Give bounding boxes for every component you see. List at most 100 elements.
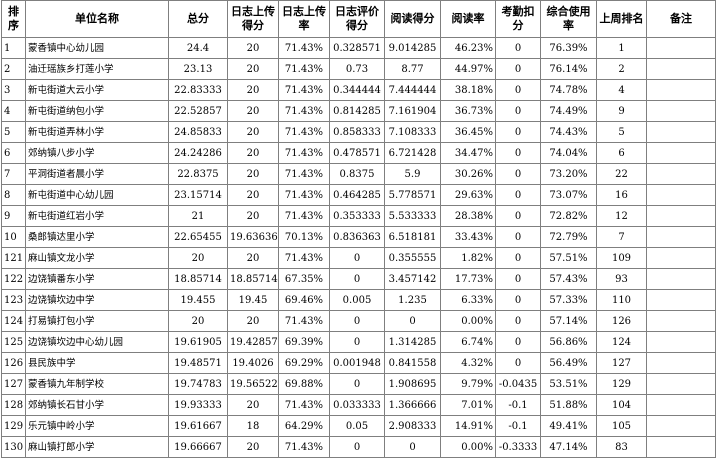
table-row: 5 新屯街道弄林小学 24.85833 20 71.43% 0.858333 7.10833… [1,121,716,143]
table-row: 9 新屯街道红岩小学 21 20 71.43% 0.353333 5.533333 28.38… [1,205,716,227]
cell-remarks [646,79,716,101]
cell-reading-rate: 14.91% [440,415,496,437]
cell-log-upload-rate: 69.46% [278,289,330,311]
cell-overall-usage-rate: 57.33% [540,289,597,311]
cell-log-review-score: 0.328571 [329,37,385,59]
cell-log-upload-score: 20 [227,142,279,164]
cell-attendance-deduction: -0.3333 [495,436,541,458]
cell-total-score: 19.66667 [168,436,228,458]
cell-log-upload-rate: 71.43% [278,100,330,122]
cell-reading-score: 7.108333 [384,121,441,143]
cell-log-upload-rate: 64.29% [278,415,330,437]
cell-log-upload-rate: 71.43% [278,394,330,416]
cell-log-review-score: 0.05 [329,415,385,437]
header-cell-last-week-rank: 上周排名 [596,0,647,38]
cell-reading-rate: 36.45% [440,121,496,143]
cell-unit-name: 新屯街道弄林小学 [25,121,169,143]
cell-reading-score: 2.908333 [384,415,441,437]
cell-last-week-rank: 4 [596,79,647,101]
cell-last-week-rank: 12 [596,205,647,227]
cell-log-upload-score: 20 [227,184,279,206]
cell-log-review-score: 0.73 [329,58,385,80]
cell-log-upload-score: 20 [227,121,279,143]
cell-log-review-score: 0.005 [329,289,385,311]
cell-attendance-deduction: 0 [495,121,541,143]
cell-rank: 1 [1,37,26,59]
cell-rank: 5 [1,121,26,143]
cell-unit-name: 麻山镇文龙小学 [25,247,169,269]
cell-log-upload-rate: 67.35% [278,268,330,290]
cell-log-upload-score: 19.45 [227,289,279,311]
cell-reading-score: 9.014285 [384,37,441,59]
cell-remarks [646,289,716,311]
cell-reading-score: 6.518181 [384,226,441,248]
cell-total-score: 22.8375 [168,163,228,185]
cell-attendance-deduction: 0 [495,310,541,332]
cell-reading-rate: 30.26% [440,163,496,185]
cell-rank: 124 [1,310,26,332]
cell-overall-usage-rate: 73.20% [540,163,597,185]
table-row: 8 新屯街道中心幼儿园 23.15714 20 71.43% 0.464285 5.7785… [1,184,716,206]
cell-reading-rate: 17.73% [440,268,496,290]
cell-overall-usage-rate: 56.49% [540,352,597,374]
cell-reading-score: 3.457142 [384,268,441,290]
cell-total-score: 22.65455 [168,226,228,248]
cell-log-upload-rate: 71.43% [278,58,330,80]
header-cell-log-review-score: 日志评价得分 [329,0,385,38]
cell-reading-rate: 7.01% [440,394,496,416]
header-cell-rank: 排序 [1,0,26,38]
cell-remarks [646,58,716,80]
table-row: 2 油迁瑶族乡打莲小学 23.13 20 71.43% 0.73 8.77 44.97% 0 76… [1,58,716,80]
cell-log-upload-rate: 69.88% [278,373,330,395]
cell-log-upload-score: 20 [227,163,279,185]
cell-reading-score: 0 [384,310,441,332]
cell-remarks [646,373,716,395]
cell-rank: 6 [1,142,26,164]
cell-rank: 3 [1,79,26,101]
cell-unit-name: 县民族中学 [25,352,169,374]
cell-log-upload-rate: 71.43% [278,310,330,332]
cell-log-upload-score: 20 [227,79,279,101]
cell-reading-score: 7.444444 [384,79,441,101]
cell-last-week-rank: 7 [596,226,647,248]
header-cell-remarks: 备注 [646,0,716,38]
cell-remarks [646,331,716,353]
table-row: 124 打易镇打包小学 20 20 71.43% 0 0 0.00% 0 57.14% 126 [1,310,716,332]
cell-remarks [646,37,716,59]
cell-log-upload-score: 19.63636 [227,226,279,248]
cell-log-upload-rate: 71.43% [278,247,330,269]
cell-unit-name: 打易镇打包小学 [25,310,169,332]
cell-overall-usage-rate: 76.39% [540,37,597,59]
cell-reading-score: 1.314285 [384,331,441,353]
cell-rank: 8 [1,184,26,206]
cell-attendance-deduction: -0.1 [495,415,541,437]
cell-attendance-deduction: -0.0435 [495,373,541,395]
cell-log-review-score: 0.353333 [329,205,385,227]
table-body: 1 蒙香镇中心幼儿园 24.4 20 71.43% 0.328571 9.014285 46.… [1,37,716,458]
cell-total-score: 22.52857 [168,100,228,122]
cell-overall-usage-rate: 49.41% [540,415,597,437]
cell-remarks [646,268,716,290]
cell-total-score: 19.48571 [168,352,228,374]
cell-unit-name: 边饶镇坎边中心幼儿园 [25,331,169,353]
cell-reading-score: 7.161904 [384,100,441,122]
header-cell-unit-name: 单位名称 [25,0,169,38]
cell-reading-score: 0.841558 [384,352,441,374]
cell-log-review-score: 0.8375 [329,163,385,185]
cell-log-review-score: 0 [329,247,385,269]
cell-reading-score: 8.77 [384,58,441,80]
cell-remarks [646,121,716,143]
cell-log-upload-score: 20 [227,247,279,269]
cell-log-upload-score: 18.85714 [227,268,279,290]
cell-reading-rate: 0.00% [440,310,496,332]
cell-attendance-deduction: 0 [495,163,541,185]
cell-log-review-score: 0.478571 [329,142,385,164]
cell-unit-name: 新屯街道红岩小学 [25,205,169,227]
cell-last-week-rank: 109 [596,247,647,269]
cell-attendance-deduction: -0.1 [495,394,541,416]
cell-attendance-deduction: 0 [495,184,541,206]
cell-attendance-deduction: 0 [495,247,541,269]
cell-log-upload-score: 19.42857 [227,331,279,353]
cell-rank: 122 [1,268,26,290]
cell-log-upload-rate: 69.39% [278,331,330,353]
